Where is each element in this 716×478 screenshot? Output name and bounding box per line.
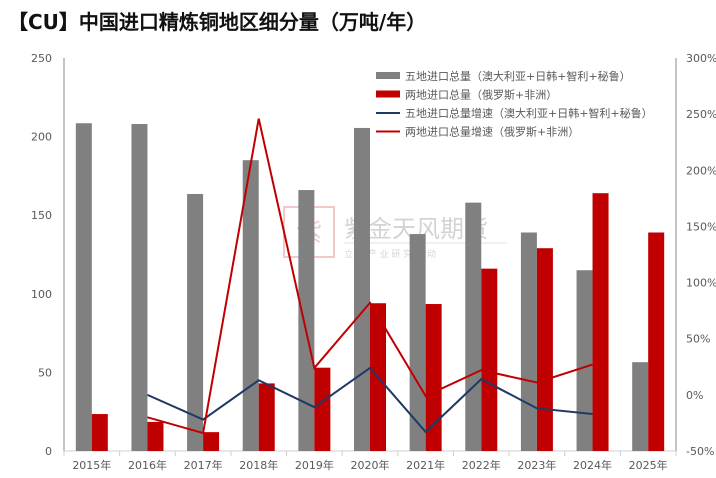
y-right-tick-label: 200% — [686, 164, 716, 177]
bar-five-region — [75, 123, 92, 451]
legend-label: 两地进口总量增速（俄罗斯+非洲） — [405, 125, 579, 139]
bar-five-region — [632, 362, 649, 451]
x-tick-label: 2019年 — [295, 458, 334, 472]
x-tick-label: 2020年 — [351, 458, 390, 472]
y-right-tick-label: 150% — [686, 220, 716, 233]
y-right-tick-label: 100% — [686, 277, 716, 290]
bar-five-region — [298, 190, 315, 451]
bar-five-region — [465, 202, 482, 451]
y-left-tick-label: 250 — [31, 52, 52, 65]
y-left-tick-label: 200 — [31, 131, 52, 144]
bar-five-region — [187, 193, 204, 451]
bar-two-region — [258, 383, 275, 451]
bar-five-region — [576, 270, 593, 451]
y-right-tick-label: -50% — [686, 445, 714, 458]
x-tick-label: 2016年 — [128, 458, 167, 472]
bar-two-region — [203, 432, 220, 451]
y-left-tick-label: 150 — [31, 209, 52, 222]
y-left-tick-label: 50 — [38, 366, 52, 379]
bar-two-region — [536, 248, 553, 451]
legend-label: 五地进口总量（澳大利亚+日韩+智利+秘鲁） — [405, 69, 631, 83]
legend-label: 两地进口总量（俄罗斯+非洲） — [405, 88, 557, 102]
bar-two-region — [648, 232, 665, 451]
bar-two-region — [147, 421, 164, 451]
x-tick-label: 2024年 — [573, 458, 612, 472]
bar-two-region — [314, 367, 331, 451]
legend-swatch-0 — [376, 72, 400, 79]
x-tick-label: 2021年 — [406, 458, 445, 472]
x-tick-label: 2023年 — [517, 458, 556, 472]
legend-swatch-1 — [376, 90, 400, 98]
legend-label: 五地进口总量增速（澳大利亚+日韩+智利+秘鲁） — [405, 106, 653, 120]
bar-five-region — [131, 124, 148, 452]
y-right-tick-label: 50% — [686, 333, 710, 346]
y-right-tick-label: 300% — [686, 52, 716, 65]
bar-five-region — [409, 234, 426, 451]
x-tick-label: 2015年 — [72, 458, 111, 472]
y-right-tick-label: 250% — [686, 108, 716, 121]
x-tick-label: 2022年 — [462, 458, 501, 472]
bar-two-region — [481, 268, 498, 451]
bar-five-region — [354, 127, 370, 451]
bar-five-region — [242, 160, 259, 451]
bar-five-region — [520, 232, 537, 451]
chart-title: 【CU】中国进口精炼铜地区细分量（万吨/年） — [8, 10, 427, 34]
bar-two-region — [425, 304, 442, 451]
x-tick-label: 2018年 — [239, 458, 278, 472]
x-tick-label: 2025年 — [629, 458, 668, 472]
y-left-tick-label: 0 — [45, 445, 52, 458]
y-left-tick-label: 100 — [31, 288, 52, 301]
x-tick-label: 2017年 — [184, 458, 223, 472]
y-right-tick-label: 0% — [686, 389, 703, 402]
bar-two-region — [91, 414, 108, 451]
bar-two-region — [592, 193, 609, 451]
